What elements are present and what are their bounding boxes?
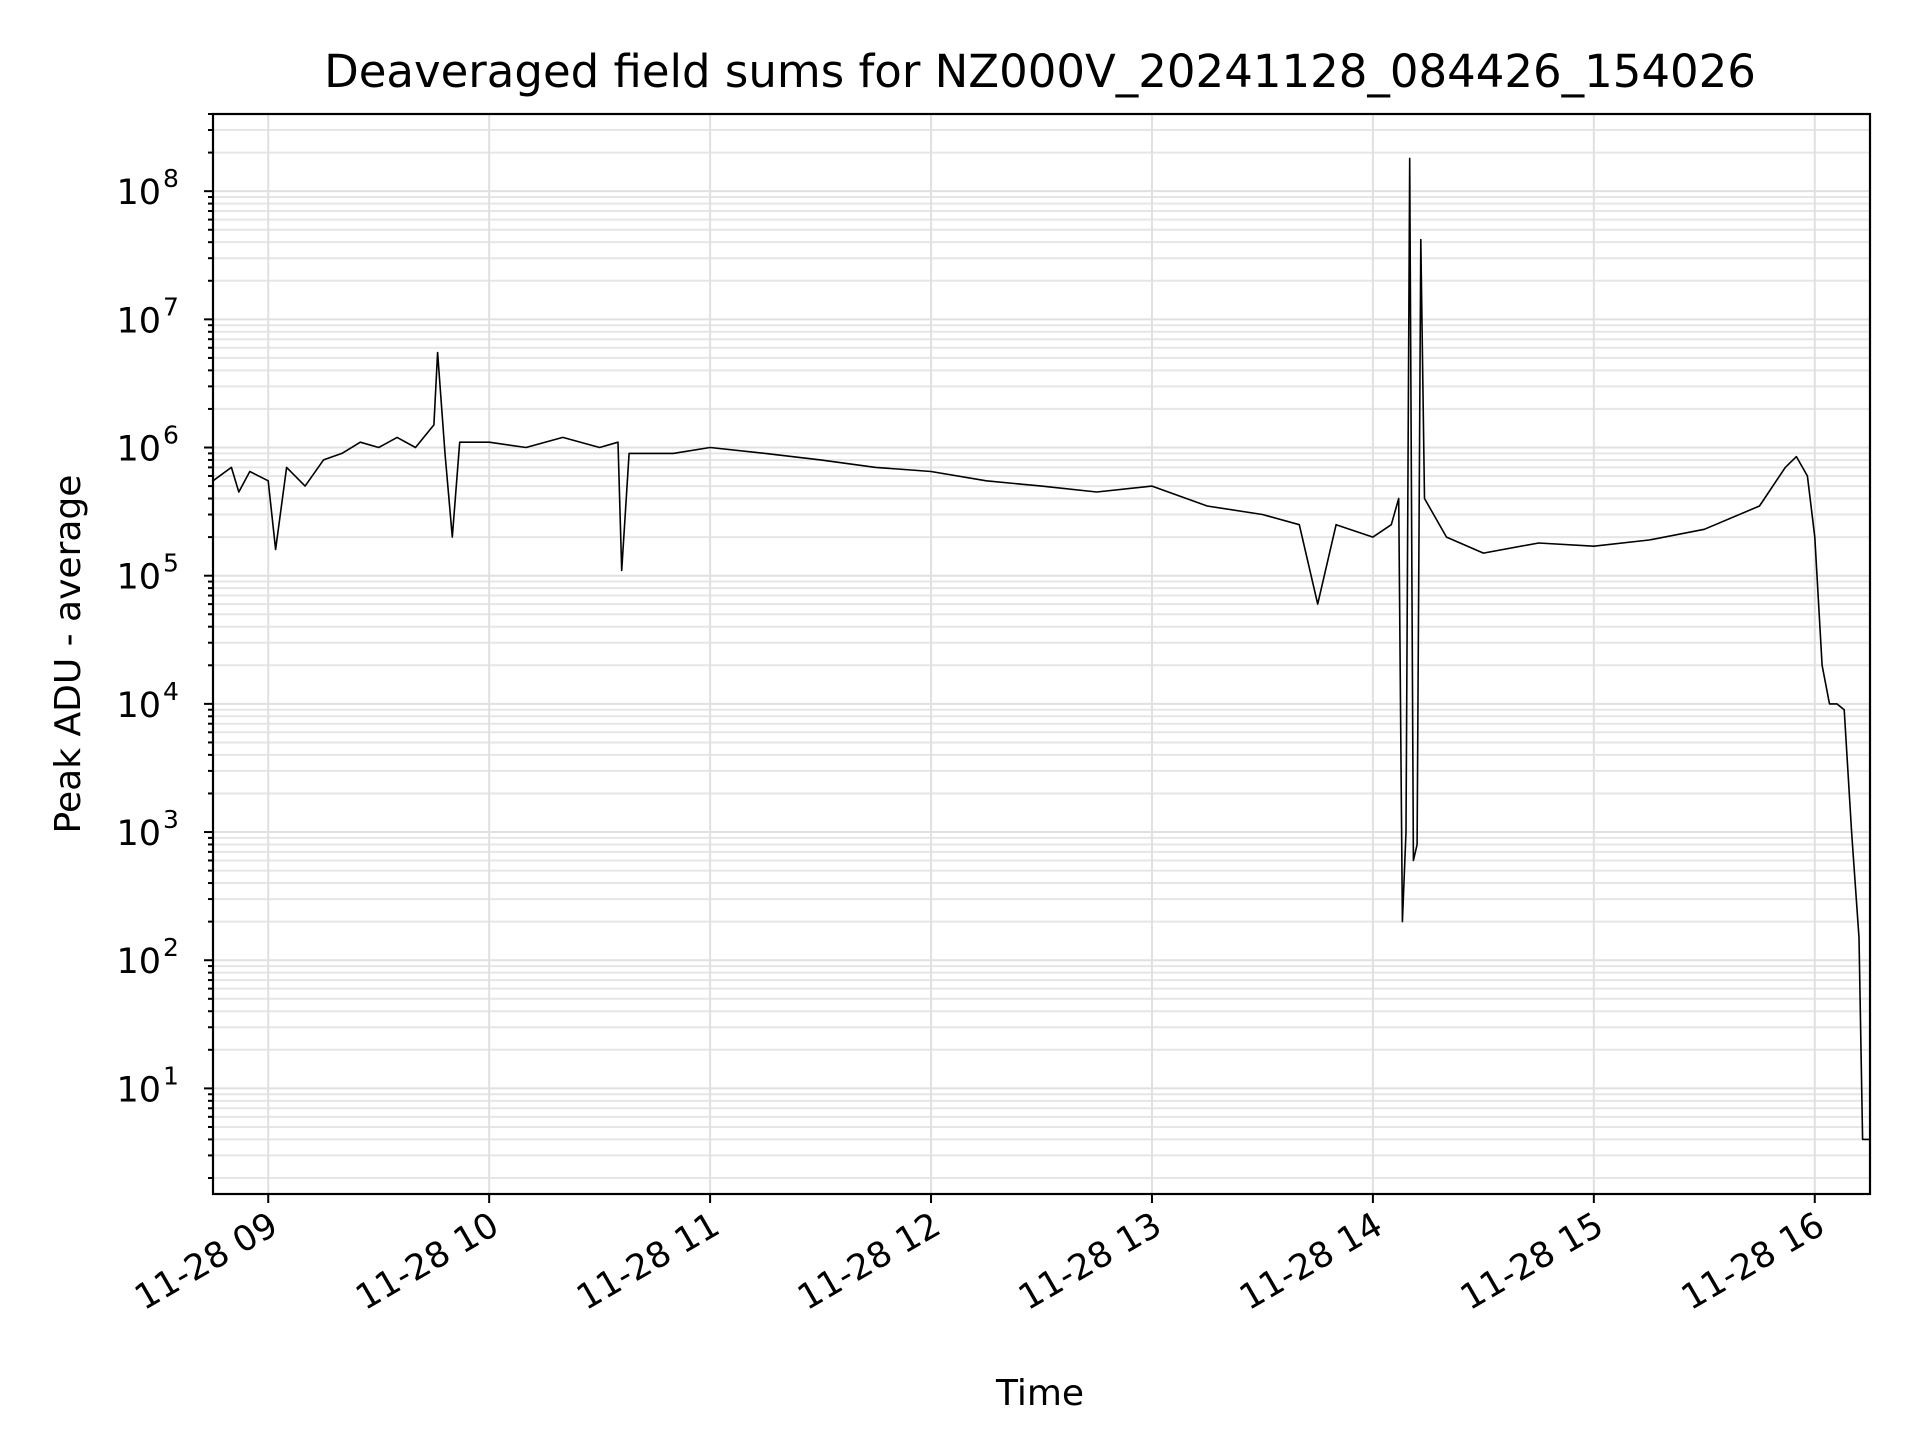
y-tick-label: 10 [116,430,161,470]
y-axis-label: Peak ADU - average [48,475,89,834]
x-tick-label: 11-28 12 [791,1205,947,1318]
x-tick-label: 11-28 13 [1012,1205,1168,1318]
y-tick-label: 10 [116,814,161,854]
plot-frame [211,112,1872,1196]
y-tick-label: 10 [116,301,161,341]
y-tick-label: 10 [116,942,161,982]
x-tick-label: 11-28 14 [1233,1205,1389,1318]
data-series [212,157,1870,1141]
y-tick-exponent: 2 [163,933,179,962]
y-tick-exponent: 6 [163,421,179,450]
y-tick-exponent: 3 [163,805,179,834]
series-line [212,157,1870,1141]
x-tick-label: 11-28 11 [570,1205,726,1318]
y-tick-exponent: 8 [163,164,179,193]
y-tick-label: 10 [116,558,161,598]
y-tick-label: 10 [116,686,161,726]
y-tick-label: 10 [116,1070,161,1110]
y-tick-exponent: 1 [163,1061,179,1090]
grid-lines [213,113,1870,1194]
chart-title: Deaveraged field sums for NZ000V_2024112… [324,45,1756,98]
x-tick-label: 11-28 09 [128,1205,284,1318]
y-tick-exponent: 4 [163,677,179,706]
x-tick-label: 11-28 15 [1454,1205,1610,1318]
y-tick-label: 10 [116,173,161,213]
x-axis-label: Time [995,1373,1084,1414]
x-axis-ticks: 11-28 09 11-28 10 11-28 11 11-28 12 11-28 13… [128,1194,1831,1318]
x-tick-label: 11-28 16 [1675,1205,1831,1318]
x-tick-label: 11-28 10 [349,1205,505,1318]
y-tick-exponent: 5 [163,549,179,578]
y-tick-exponent: 7 [163,292,179,321]
